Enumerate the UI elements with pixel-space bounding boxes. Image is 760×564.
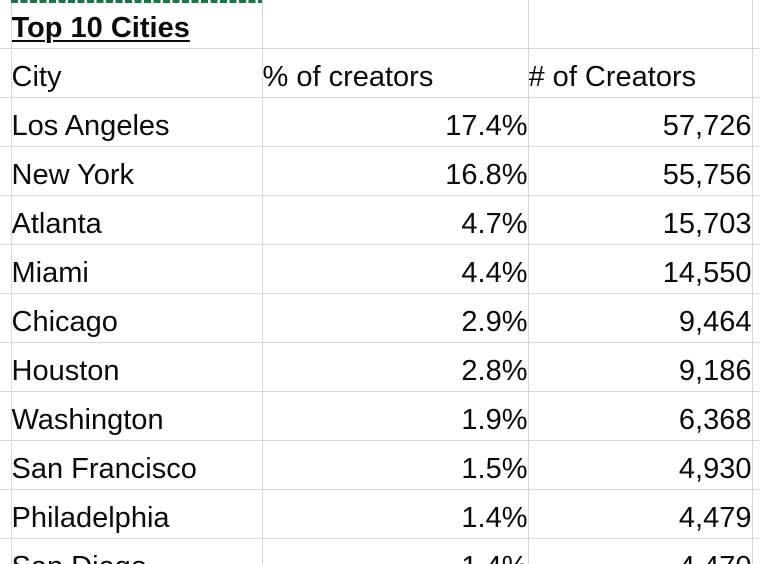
cell-city[interactable]: Los Angeles [11, 97, 263, 147]
table-row: Washington 1.9% 6,368 [0, 391, 760, 441]
cell-empty[interactable] [752, 146, 760, 196]
table-row: Los Angeles 17.4% 57,726 [0, 97, 760, 147]
cell-count[interactable]: 15,703 [528, 195, 753, 245]
cell-margin[interactable] [0, 195, 12, 245]
cell-pct[interactable]: 1.4% [262, 489, 529, 539]
cell-pct[interactable]: 4.4% [262, 244, 529, 294]
cell-empty[interactable] [752, 489, 760, 539]
cell-empty[interactable] [752, 293, 760, 343]
cell-empty[interactable] [752, 244, 760, 294]
cell-city[interactable]: Miami [11, 244, 263, 294]
cell-empty[interactable] [752, 440, 760, 490]
cell-count[interactable]: 14,550 [528, 244, 753, 294]
cell-empty[interactable] [752, 48, 760, 98]
table-row: Houston 2.8% 9,186 [0, 342, 760, 392]
cell-pct[interactable]: 16.8% [262, 146, 529, 196]
cell-empty[interactable] [752, 0, 760, 49]
table-row: San Diego 1.4% 4,470 [0, 538, 760, 564]
cell-pct[interactable]: 2.8% [262, 342, 529, 392]
title-row: Top 10 Cities [0, 0, 760, 49]
cell-margin[interactable] [0, 391, 12, 441]
cell-margin[interactable] [0, 342, 12, 392]
cell-count[interactable]: 9,186 [528, 342, 753, 392]
cell-empty[interactable] [752, 538, 760, 564]
cell-empty[interactable] [528, 0, 753, 49]
table-row: Miami 4.4% 14,550 [0, 244, 760, 294]
cell-empty[interactable] [752, 97, 760, 147]
cell-margin[interactable] [0, 97, 12, 147]
cell-count[interactable]: 57,726 [528, 97, 753, 147]
cell-count[interactable]: 55,756 [528, 146, 753, 196]
cell-margin[interactable] [0, 489, 12, 539]
cell-pct[interactable]: 4.7% [262, 195, 529, 245]
cell-count[interactable]: 6,368 [528, 391, 753, 441]
cell-pct[interactable]: 1.9% [262, 391, 529, 441]
cell-margin[interactable] [0, 440, 12, 490]
cell-count[interactable]: 4,470 [528, 538, 753, 564]
cell-city[interactable]: Houston [11, 342, 263, 392]
cell-city[interactable]: Washington [11, 391, 263, 441]
cell-pct[interactable]: 2.9% [262, 293, 529, 343]
cell-city[interactable]: Atlanta [11, 195, 263, 245]
table-row: Philadelphia 1.4% 4,479 [0, 489, 760, 539]
table-row: Chicago 2.9% 9,464 [0, 293, 760, 343]
column-header-count[interactable]: # of Creators [528, 48, 753, 98]
table-row: Atlanta 4.7% 15,703 [0, 195, 760, 245]
cell-margin[interactable] [0, 293, 12, 343]
header-row: City % of creators # of Creators [0, 48, 760, 98]
cell-count[interactable]: 4,930 [528, 440, 753, 490]
cell-city[interactable]: Philadelphia [11, 489, 263, 539]
cell-empty[interactable] [752, 342, 760, 392]
column-header-city[interactable]: City [11, 48, 263, 98]
cell-city[interactable]: New York [11, 146, 263, 196]
cell-city[interactable]: San Diego [11, 538, 263, 564]
table-row: San Francisco 1.5% 4,930 [0, 440, 760, 490]
cell-pct[interactable]: 1.4% [262, 538, 529, 564]
sheet-title-cell[interactable]: Top 10 Cities [11, 0, 263, 49]
cell-pct[interactable]: 1.5% [262, 440, 529, 490]
table-row: New York 16.8% 55,756 [0, 146, 760, 196]
cell-empty[interactable] [752, 195, 760, 245]
column-header-pct[interactable]: % of creators [262, 48, 529, 98]
cell-empty[interactable] [262, 0, 529, 49]
cell-city[interactable]: San Francisco [11, 440, 263, 490]
cell-margin[interactable] [0, 538, 12, 564]
cell-pct[interactable]: 17.4% [262, 97, 529, 147]
cell-margin[interactable] [0, 244, 12, 294]
cell-empty[interactable] [752, 391, 760, 441]
cell-count[interactable]: 4,479 [528, 489, 753, 539]
cell-count[interactable]: 9,464 [528, 293, 753, 343]
cell-margin[interactable] [0, 0, 12, 49]
cell-margin[interactable] [0, 146, 12, 196]
cell-margin[interactable] [0, 48, 12, 98]
cell-city[interactable]: Chicago [11, 293, 263, 343]
